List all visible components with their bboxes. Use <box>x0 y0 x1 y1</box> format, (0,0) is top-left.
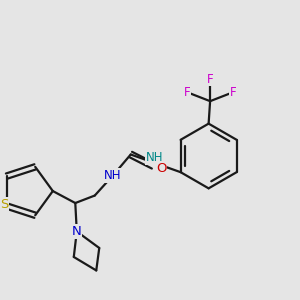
Text: F: F <box>230 86 236 99</box>
Text: NH: NH <box>146 152 163 164</box>
Text: F: F <box>207 73 213 86</box>
Text: N: N <box>72 225 82 238</box>
Text: O: O <box>156 162 166 175</box>
Text: NH: NH <box>104 169 122 182</box>
Text: S: S <box>0 198 8 211</box>
Text: F: F <box>184 86 190 99</box>
